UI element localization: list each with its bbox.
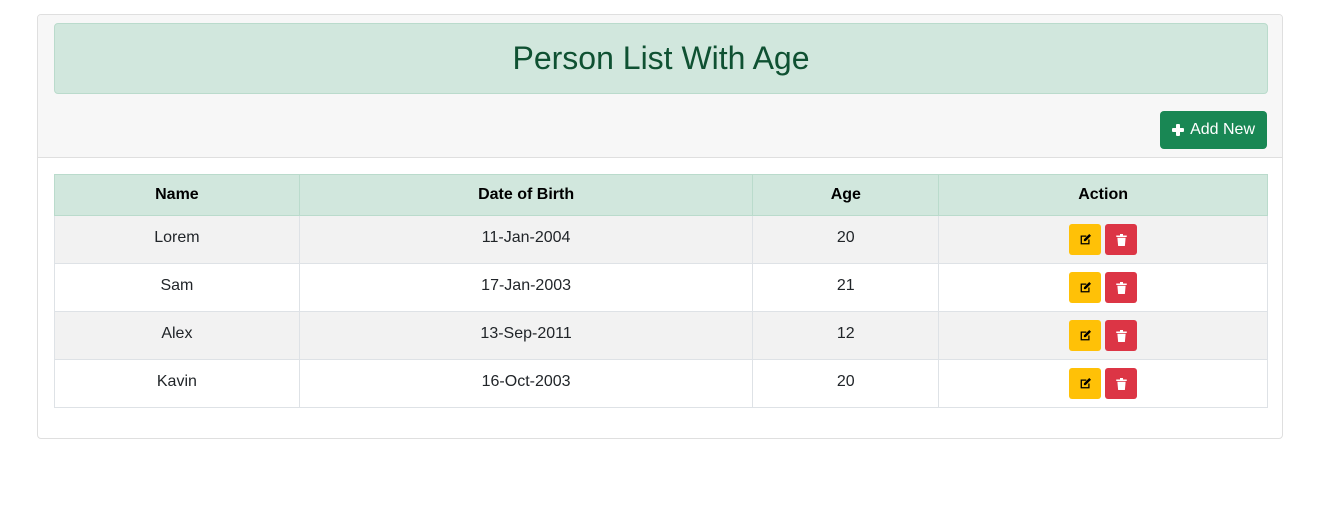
edit-icon xyxy=(1080,233,1091,245)
edit-icon xyxy=(1080,281,1091,293)
trash-icon xyxy=(1115,377,1127,390)
cell-dob: 17-Jan-2003 xyxy=(298,263,754,312)
cell-name-text: Sam xyxy=(160,276,194,294)
title-banner: Person List With Age xyxy=(54,23,1268,94)
cell-name-text: Alex xyxy=(161,324,193,342)
table-header-row: Name Date of Birth Age Action xyxy=(54,174,1268,216)
delete-button[interactable] xyxy=(1105,272,1138,303)
cell-name: Kavin xyxy=(54,359,300,408)
trash-icon xyxy=(1115,329,1127,342)
column-header-action: Action xyxy=(938,174,1268,216)
person-table: Name Date of Birth Age Action Lorem 11-J… xyxy=(54,174,1268,408)
page-title: Person List With Age xyxy=(512,40,810,76)
cell-age-text: 21 xyxy=(836,276,855,294)
column-header-name[interactable]: Name xyxy=(54,174,300,216)
person-table-wrapper: Name Date of Birth Age Action Lorem 11-J… xyxy=(54,174,1268,408)
edit-button[interactable] xyxy=(1069,368,1102,399)
cell-dob: 13-Sep-2011 xyxy=(298,311,754,360)
person-list-card: Person List With Age Add New Name Date o… xyxy=(37,14,1283,439)
delete-button[interactable] xyxy=(1105,320,1138,351)
cell-age-text: 20 xyxy=(836,228,855,246)
table-row: Lorem 11-Jan-2004 20 xyxy=(54,215,1268,264)
edit-button[interactable] xyxy=(1069,320,1102,351)
cell-actions xyxy=(938,311,1268,360)
cell-actions xyxy=(938,359,1268,408)
cell-name: Sam xyxy=(54,263,300,312)
cell-name-text: Lorem xyxy=(154,228,200,246)
add-new-button[interactable]: Add New xyxy=(1160,111,1267,149)
cell-dob-text: 16-Oct-2003 xyxy=(481,372,571,390)
cell-dob-text: 17-Jan-2003 xyxy=(481,276,572,294)
edit-button[interactable] xyxy=(1069,224,1102,255)
edit-icon xyxy=(1080,377,1091,389)
edit-icon xyxy=(1080,329,1091,341)
table-row: Kavin 16-Oct-2003 20 xyxy=(54,359,1268,408)
edit-button[interactable] xyxy=(1069,272,1102,303)
card-header: Person List With Age Add New xyxy=(38,15,1282,158)
cell-dob-text: 11-Jan-2004 xyxy=(481,228,571,246)
cell-age: 20 xyxy=(752,359,940,408)
trash-icon xyxy=(1115,233,1127,246)
table-row: Sam 17-Jan-2003 21 xyxy=(54,263,1268,312)
delete-button[interactable] xyxy=(1105,368,1138,399)
plus-icon xyxy=(1172,124,1185,136)
cell-name: Lorem xyxy=(54,215,300,264)
cell-dob: 16-Oct-2003 xyxy=(298,359,754,408)
cell-actions xyxy=(938,263,1268,312)
cell-age: 20 xyxy=(752,215,940,264)
cell-name-text: Kavin xyxy=(156,372,197,390)
cell-age-text: 20 xyxy=(836,372,855,390)
cell-dob: 11-Jan-2004 xyxy=(298,215,754,264)
cell-age: 12 xyxy=(752,311,940,360)
add-new-label: Add New xyxy=(1190,121,1255,138)
cell-age-text: 12 xyxy=(836,324,855,342)
cell-actions xyxy=(938,215,1268,264)
cell-name: Alex xyxy=(54,311,300,360)
table-row: Alex 13-Sep-2011 12 xyxy=(54,311,1268,360)
delete-button[interactable] xyxy=(1105,224,1138,255)
cell-dob-text: 13-Sep-2011 xyxy=(480,324,572,342)
column-header-age[interactable]: Age xyxy=(752,174,940,216)
cell-age: 21 xyxy=(752,263,940,312)
column-header-dob[interactable]: Date of Birth xyxy=(298,174,754,216)
trash-icon xyxy=(1115,281,1127,294)
